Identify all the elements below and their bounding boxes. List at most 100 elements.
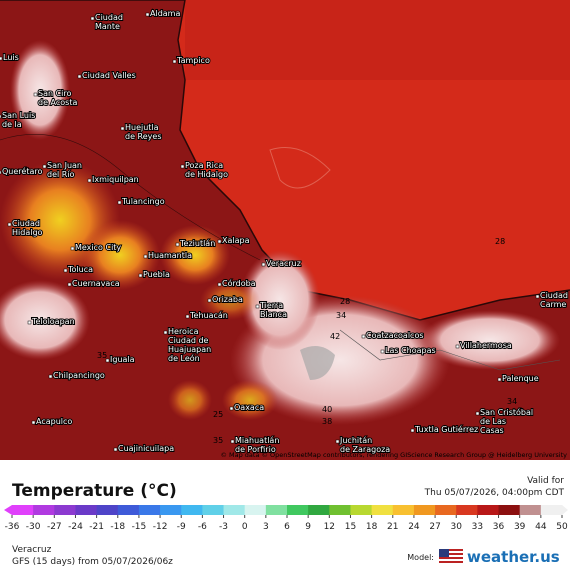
city-label: Palenque: [502, 374, 539, 383]
attribution: © Map data © OpenStreetMap contributors,…: [220, 451, 567, 459]
city-label: Puebla: [143, 270, 170, 279]
city-marker: [380, 349, 385, 354]
city-marker: [180, 164, 185, 169]
city-marker: [230, 439, 235, 444]
temperature-label: 28: [495, 237, 505, 246]
colorbar-tick-label: 3: [263, 522, 269, 532]
city-marker: [185, 314, 190, 319]
city-marker: [455, 344, 460, 349]
colorbar-segment: [265, 505, 288, 515]
colorbar-segment: [308, 505, 330, 515]
city-label: San Ciro: [38, 89, 72, 98]
colorbar-tick-label: -36: [5, 522, 20, 532]
city-label: Teloloapan: [31, 317, 75, 326]
city-marker: [145, 12, 150, 17]
city-label: de León: [168, 353, 200, 363]
city-marker: [63, 268, 68, 273]
colorbar-arrow: [562, 505, 568, 515]
city-label: Carme: [540, 300, 566, 309]
city-marker: [261, 262, 266, 267]
city-label: Acapulco: [36, 417, 72, 426]
colorbar-segment: [96, 505, 119, 515]
colorbar-tick-label: 39: [514, 522, 526, 532]
city-label: Coatzacoalcos: [366, 331, 424, 340]
city-marker: [0, 56, 3, 61]
city-marker: [117, 200, 122, 205]
colorbar-segment: [12, 505, 34, 515]
city-marker: [113, 447, 118, 452]
colorbar-tick-label: -21: [89, 522, 104, 532]
city-label: Ixmiquilpan: [92, 175, 139, 184]
temperature-label: 35: [213, 436, 223, 445]
colorbar-tick-label: 0: [242, 522, 248, 532]
colorbar-segment: [392, 505, 415, 515]
temperature-label: 34: [507, 397, 517, 406]
city-label: Villahermosa: [460, 341, 512, 350]
city-label: Aldama: [150, 9, 180, 18]
city-label: Ciudad: [95, 13, 123, 22]
city-marker: [361, 334, 366, 339]
city-label: Chilpancingo: [53, 371, 105, 380]
brand: weather.us: [467, 548, 560, 566]
colorbar-tick-label: -6: [198, 522, 207, 532]
city-marker: [77, 74, 82, 79]
city-marker: [120, 126, 125, 131]
colorbar-tick-label: 12: [324, 522, 335, 532]
temperature-label: 34: [336, 311, 346, 320]
model-label: Model:: [407, 553, 434, 562]
city-label: Veracruz: [266, 259, 301, 268]
city-label: Cuernavaca: [72, 279, 120, 288]
city-label: de Las: [480, 417, 506, 426]
colorbar-segment: [160, 505, 182, 515]
city-marker: [0, 114, 2, 119]
city-label: Xalapa: [222, 236, 250, 245]
city-label: Huamantla: [148, 251, 192, 260]
city-marker: [67, 282, 72, 287]
city-label: Poza Rica: [185, 161, 223, 170]
city-label: Blanca: [260, 310, 287, 319]
location: Veracruz: [12, 545, 52, 555]
city-marker: [42, 164, 47, 169]
temperature-label: 35: [97, 351, 107, 360]
city-label: Luis: [3, 53, 19, 62]
city-label: de Zaragoza: [340, 445, 390, 454]
colorbar-segment: [287, 505, 309, 515]
colorbar-tick-label: 36: [493, 522, 505, 532]
colorbar-segment: [413, 505, 436, 515]
colorbar-segment: [371, 505, 394, 515]
colorbar-segment: [477, 505, 500, 515]
city-label: Mante: [95, 22, 120, 31]
city-marker: [70, 246, 75, 251]
colorbar-tick-label: -30: [26, 522, 41, 532]
city-label: Heroica: [168, 327, 199, 336]
city-label: Tehuacán: [189, 311, 228, 320]
city-label: Ciudad: [540, 291, 568, 300]
colorbar: -36 -30 -27 -24 -21 -18 -15 -12 -9 -6 -3 0 3 6 9 12 15 18…: [4, 505, 568, 532]
city-marker: [7, 222, 12, 227]
city-marker: [27, 320, 32, 325]
colorbar-tick-label: -24: [68, 522, 83, 532]
colorbar-tick-label: -3: [219, 522, 228, 532]
colorbar-segment: [329, 505, 351, 515]
colorbar-tick-label: 21: [387, 522, 398, 532]
city-label: San Juan: [47, 161, 82, 170]
city-label: de Porfirio: [235, 445, 276, 454]
valid-label: Valid for: [527, 476, 564, 486]
colorbar-segment: [540, 505, 563, 515]
temperature-label: 28: [340, 297, 350, 306]
city-marker: [163, 330, 168, 335]
valid-time: Thu 05/07/2026, 04:00pm CDT: [424, 488, 565, 498]
city-label: de Reyes: [125, 132, 162, 141]
colorbar-tick-label: -18: [110, 522, 125, 532]
run-info: GFS (15 days) from 05/07/2026/06z: [12, 557, 173, 567]
city-marker: [33, 92, 38, 97]
city-marker: [497, 377, 502, 382]
colorbar-segment: [519, 505, 542, 515]
city-marker: [105, 358, 110, 363]
colorbar-arrow: [4, 505, 12, 515]
colorbar-segment: [202, 505, 225, 515]
city-label: Toluca: [67, 265, 93, 274]
city-label: de la: [2, 120, 22, 129]
